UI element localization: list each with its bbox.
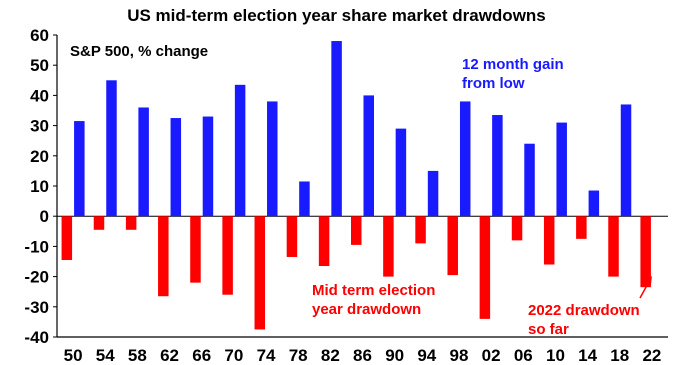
x-tick-label: 66 bbox=[192, 346, 211, 365]
annotation-gain-line: 12 month gain bbox=[462, 56, 564, 73]
bar-gain bbox=[267, 101, 278, 217]
x-tick-label: 54 bbox=[96, 346, 115, 365]
x-tick-label: 02 bbox=[482, 346, 501, 365]
annotation-2022-arrowhead bbox=[644, 276, 652, 285]
annotation-gain: 12 month gain from low bbox=[462, 56, 564, 92]
annotation-drawdown-line: Mid term election bbox=[312, 282, 435, 299]
annotation-drawdown-line: year drawdown bbox=[312, 301, 421, 318]
x-tick-label: 98 bbox=[450, 346, 469, 365]
bar-drawdown bbox=[383, 216, 394, 277]
bar-drawdown bbox=[222, 216, 233, 295]
x-tick-label: 94 bbox=[417, 346, 436, 365]
annotation-2022-line: 2022 drawdown bbox=[528, 302, 640, 319]
x-tick-label: 70 bbox=[224, 346, 243, 365]
y-tick-label: 50 bbox=[30, 56, 49, 75]
bar-gain bbox=[588, 190, 600, 217]
y-tick-label: 40 bbox=[30, 86, 49, 105]
bar-gain bbox=[492, 115, 503, 217]
bar-drawdown bbox=[286, 216, 298, 257]
bar-gain bbox=[427, 170, 439, 217]
bar-gain bbox=[331, 41, 342, 217]
chart-subtitle: S&P 500, % change bbox=[70, 43, 208, 60]
bar-gain bbox=[459, 101, 471, 217]
x-tick-label: 86 bbox=[353, 346, 372, 365]
bar-drawdown bbox=[640, 216, 651, 288]
bar-drawdown bbox=[318, 216, 330, 267]
y-tick-label: 0 bbox=[40, 207, 49, 226]
bar-drawdown bbox=[351, 216, 362, 245]
bar-drawdown bbox=[125, 216, 137, 230]
x-tick-label: 58 bbox=[128, 346, 147, 365]
y-tick-label: -10 bbox=[24, 237, 49, 256]
y-tick-label: 30 bbox=[30, 117, 49, 136]
annotation-drawdown: Mid term election year drawdown bbox=[312, 282, 435, 318]
y-tick-label: -40 bbox=[24, 328, 49, 347]
bar-drawdown bbox=[190, 216, 201, 283]
y-tick-label: 20 bbox=[30, 147, 49, 166]
x-tick-label: 18 bbox=[610, 346, 629, 365]
bar-gain bbox=[74, 121, 85, 217]
annotation-2022: 2022 drawdown so far bbox=[528, 302, 640, 338]
bar-gain bbox=[620, 104, 632, 217]
bar-drawdown bbox=[158, 216, 169, 297]
annotation-2022-line: so far bbox=[528, 321, 569, 338]
bar-drawdown bbox=[511, 216, 523, 241]
x-tick-label: 06 bbox=[514, 346, 533, 365]
x-tick-label: 74 bbox=[257, 346, 276, 365]
bar-gain bbox=[556, 122, 567, 217]
x-tick-label: 82 bbox=[321, 346, 340, 365]
x-tick-label: 10 bbox=[546, 346, 565, 365]
x-tick-label: 50 bbox=[64, 346, 83, 365]
bar-drawdown bbox=[479, 216, 491, 319]
annotation-gain-line: from low bbox=[462, 75, 525, 92]
bar-gain bbox=[363, 95, 374, 217]
bar-drawdown bbox=[447, 216, 458, 276]
x-tick-label: 78 bbox=[289, 346, 308, 365]
x-tick-label: 22 bbox=[642, 346, 661, 365]
bar-gain bbox=[299, 181, 310, 217]
bar-drawdown bbox=[93, 216, 105, 230]
y-tick-label: -30 bbox=[24, 298, 49, 317]
bar-drawdown bbox=[61, 216, 73, 260]
y-tick-label: 10 bbox=[30, 177, 49, 196]
bar-gain bbox=[202, 116, 214, 217]
bar-gain bbox=[106, 80, 117, 217]
bar-drawdown bbox=[254, 216, 266, 330]
y-tick-label: -20 bbox=[24, 268, 49, 287]
x-tick-label: 62 bbox=[160, 346, 179, 365]
x-tick-label: 14 bbox=[578, 346, 597, 365]
bar-gain bbox=[138, 107, 149, 217]
bar-drawdown bbox=[608, 216, 619, 277]
bar-drawdown bbox=[543, 216, 555, 265]
chart-title: US mid-term election year share market d… bbox=[127, 6, 546, 25]
bar-gain bbox=[234, 84, 246, 217]
y-tick-label: 60 bbox=[30, 26, 49, 45]
bar-gain bbox=[170, 118, 182, 217]
x-tick-label: 90 bbox=[385, 346, 404, 365]
bar-drawdown bbox=[415, 216, 426, 244]
bar-gain bbox=[395, 128, 407, 217]
bar-drawdown bbox=[576, 216, 587, 239]
bar-gain bbox=[524, 143, 535, 217]
